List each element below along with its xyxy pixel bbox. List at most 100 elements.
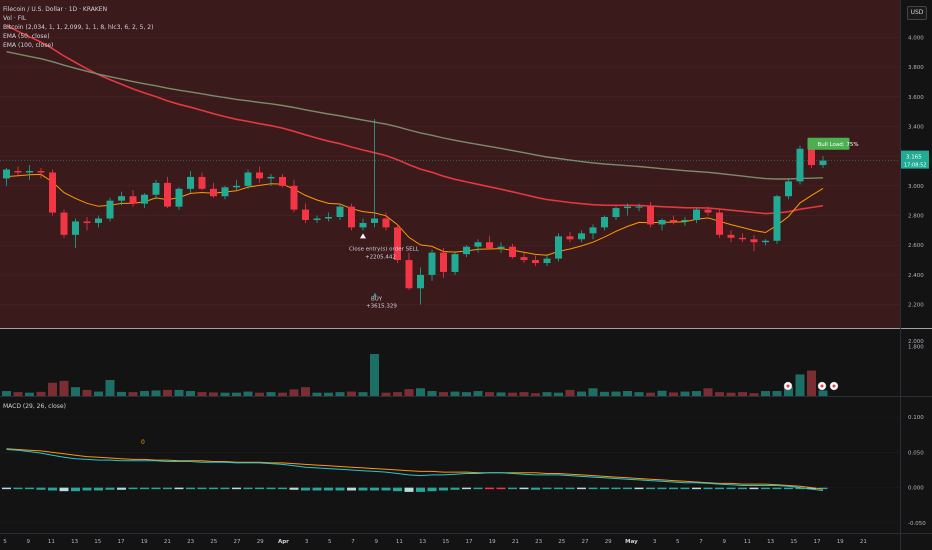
macd-histogram-bar[interactable] [669, 487, 678, 490]
macd-histogram-bar[interactable] [738, 487, 747, 490]
volume-bar[interactable] [71, 387, 80, 396]
candle[interactable] [14, 171, 22, 173]
candle[interactable] [290, 185, 298, 210]
candle[interactable] [704, 209, 712, 213]
volume-bar[interactable] [25, 392, 34, 396]
candle[interactable] [681, 219, 689, 222]
macd-histogram-bar[interactable] [335, 487, 345, 491]
volume-bar[interactable] [36, 391, 46, 396]
macd-histogram-bar[interactable] [393, 487, 402, 492]
macd-histogram-bar[interactable] [485, 487, 494, 490]
macd-histogram-bar[interactable] [611, 487, 621, 490]
volume-legend[interactable]: Vol · FIL [3, 15, 27, 22]
macd-histogram-bar[interactable] [48, 487, 57, 491]
volume-bar[interactable] [519, 392, 529, 396]
macd-histogram-bar[interactable] [278, 487, 287, 490]
candle[interactable] [336, 206, 344, 218]
candle[interactable] [624, 206, 631, 209]
volume-bar[interactable] [565, 389, 575, 396]
macd-histogram-bar[interactable] [818, 487, 828, 490]
candle[interactable] [405, 260, 413, 289]
volume-bar[interactable] [657, 390, 667, 396]
volume-bar[interactable] [186, 391, 195, 396]
price-pane[interactable] [0, 24, 900, 305]
volume-bar[interactable] [450, 391, 460, 396]
macd-histogram-bar[interactable] [186, 487, 195, 490]
macd-histogram-bar[interactable] [565, 487, 575, 490]
ema-50-line[interactable] [6, 24, 824, 215]
macd-histogram-bar[interactable] [232, 487, 241, 490]
candle[interactable] [279, 176, 286, 186]
macd-histogram-bar[interactable] [772, 487, 782, 490]
candle[interactable] [221, 187, 229, 197]
candle[interactable] [451, 254, 459, 272]
macd-histogram-bar[interactable] [128, 487, 138, 490]
volume-bar[interactable] [807, 370, 816, 396]
volume-bar[interactable] [726, 392, 736, 396]
candle[interactable] [417, 274, 424, 289]
volume-bar[interactable] [347, 391, 356, 396]
volume-bar[interactable] [646, 392, 655, 396]
macd-histogram-bar[interactable] [542, 487, 552, 490]
volume-bar[interactable] [531, 393, 540, 396]
macd-histogram-bar[interactable] [347, 487, 356, 491]
candle[interactable] [716, 212, 723, 235]
candle[interactable] [198, 176, 206, 189]
volume-bar[interactable] [772, 391, 782, 396]
volume-bar[interactable] [197, 392, 207, 396]
candle[interactable] [555, 236, 562, 259]
macd-histogram-bar[interactable] [807, 487, 816, 490]
macd-histogram-bar[interactable] [220, 487, 230, 490]
volume-bar[interactable] [289, 389, 299, 396]
volume-bar[interactable] [105, 379, 115, 396]
candle[interactable] [566, 236, 574, 240]
candle[interactable] [739, 237, 746, 240]
macd-histogram-bar[interactable] [151, 487, 161, 490]
candle[interactable] [359, 222, 367, 228]
bull-load-badge[interactable] [807, 137, 850, 150]
volume-bar[interactable] [243, 391, 253, 396]
macd-histogram-bar[interactable] [657, 487, 667, 490]
volume-bar[interactable] [117, 391, 126, 396]
macd-line[interactable] [6, 449, 824, 491]
macd-histogram-bar[interactable] [450, 487, 460, 490]
candle[interactable] [497, 246, 505, 249]
macd-histogram-bar[interactable] [243, 487, 253, 490]
volume-bar[interactable] [370, 354, 379, 396]
candle[interactable] [26, 171, 33, 173]
macd-histogram-bar[interactable] [623, 487, 632, 490]
candle[interactable] [509, 246, 516, 258]
macd-histogram-bar[interactable] [784, 487, 793, 490]
macd-histogram-bar[interactable] [519, 487, 529, 490]
macd-histogram-bar[interactable] [531, 487, 540, 490]
macd-histogram-bar[interactable] [301, 487, 310, 491]
candle[interactable] [589, 227, 597, 234]
volume-bar[interactable] [508, 392, 517, 396]
candle[interactable] [313, 218, 321, 220]
candle[interactable] [152, 182, 160, 195]
volume-bar[interactable] [542, 392, 552, 396]
volume-bar[interactable] [174, 389, 184, 396]
macd-signal-line[interactable] [6, 448, 824, 490]
candle[interactable] [244, 172, 252, 186]
macd-histogram-bar[interactable] [462, 487, 471, 490]
candle[interactable] [520, 257, 528, 261]
volume-bar[interactable] [749, 393, 759, 396]
candle[interactable] [267, 176, 275, 179]
macd-histogram-bar[interactable] [761, 487, 770, 490]
macd-histogram-bar[interactable] [197, 487, 207, 490]
candle[interactable] [727, 234, 735, 238]
macd-histogram-bar[interactable] [174, 487, 184, 490]
macd-histogram-bar[interactable] [634, 487, 644, 490]
candle[interactable] [129, 196, 137, 204]
volume-bar[interactable] [439, 392, 448, 396]
macd-histogram-bar[interactable] [439, 487, 448, 491]
volume-bar[interactable] [255, 392, 264, 396]
candle[interactable] [463, 246, 470, 255]
candle[interactable] [325, 217, 332, 219]
candle[interactable] [302, 209, 309, 220]
macd-histogram-bar[interactable] [554, 487, 563, 490]
volume-bar[interactable] [818, 390, 828, 396]
ema-100-line[interactable] [6, 51, 824, 180]
